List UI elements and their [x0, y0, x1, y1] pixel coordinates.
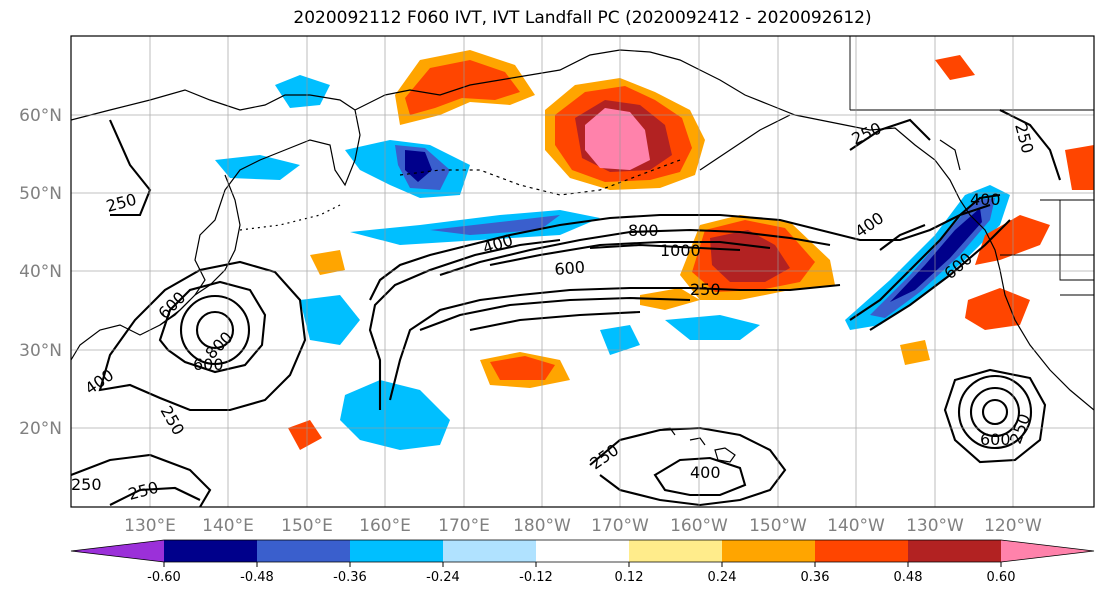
- colorbar-segment: [722, 540, 816, 562]
- negative-anomaly-hawaii: [665, 315, 760, 340]
- negative-anomaly-subtropic2: [300, 295, 360, 345]
- colorbar-tick-label: 0.24: [708, 570, 737, 585]
- colorbar-segment: [257, 540, 351, 562]
- lon-label: 160°E: [359, 516, 411, 536]
- lat-label-20n: 20°N: [19, 419, 62, 439]
- negative-anomaly-alaska: [275, 75, 330, 108]
- negative-anomaly-kamchatka-max: [405, 150, 432, 182]
- ivt-contours: [71, 109, 1061, 507]
- map-frame: [70, 35, 1095, 508]
- colorbar-segment: [908, 540, 1002, 562]
- colorbar-tick-label: -0.24: [426, 570, 460, 585]
- lon-label: 170°E: [438, 516, 490, 536]
- positive-anomaly-wpac: [288, 420, 322, 450]
- colorbar-tick-label: 0.48: [894, 570, 923, 585]
- contour-label: 600: [980, 430, 1011, 449]
- map-title: 2020092112 F060 IVT, IVT Landfall PC (20…: [293, 8, 872, 28]
- colorbar-segment: [443, 540, 537, 562]
- colorbar-tick-label: 0.12: [615, 570, 644, 585]
- positive-anomaly-california: [975, 215, 1050, 265]
- positive-anomaly-canada: [935, 55, 975, 80]
- colorbar: -0.60 -0.48 -0.36 -0.24 -0.12 0.12 0.24 0.36 0.4…: [70, 539, 1095, 585]
- contour-label: 250: [690, 280, 721, 299]
- lon-label: 180°W: [513, 516, 571, 536]
- contour-label: 1000: [660, 241, 701, 260]
- negative-anomaly-westcoast-max: [890, 208, 982, 302]
- lon-label: 140°W: [827, 516, 885, 536]
- lon-label: 130°W: [906, 516, 964, 536]
- contour-label: 250: [71, 475, 102, 494]
- latitude-labels: 60°N 50°N 40°N 30°N 20°N: [19, 106, 62, 439]
- colorbar-segment: [815, 540, 909, 562]
- positive-anomaly-wpac2: [310, 250, 345, 275]
- colorbar-tick-label: -0.48: [240, 570, 274, 585]
- positive-anomaly-east: [900, 340, 930, 365]
- negative-anomaly-aleutian-core: [430, 215, 560, 235]
- lon-label: 140°E: [202, 516, 254, 536]
- colorbar-extension-low: [71, 540, 164, 562]
- lon-label: 120°W: [984, 516, 1042, 536]
- colorbar-segment: [350, 540, 444, 562]
- lon-label: 130°E: [124, 516, 176, 536]
- colorbar-segment: [536, 540, 630, 562]
- political-borders: [849, 36, 1094, 296]
- colorbar-tick-label: 0.36: [801, 570, 830, 585]
- positive-anomaly-hawaii-north-core: [490, 356, 555, 380]
- contour-label: 800: [628, 221, 659, 240]
- positive-anomaly-baja: [965, 288, 1030, 330]
- positive-anomaly-gulf-max: [585, 108, 650, 170]
- longitude-labels: 130°E 140°E 150°E 160°E 170°E 180°W 170°…: [124, 516, 1042, 536]
- contour-label: 600: [193, 355, 224, 374]
- colorbar-tick-label: 0.60: [987, 570, 1016, 585]
- shaded-field: [215, 50, 1094, 450]
- negative-anomaly-subtropic: [340, 380, 450, 450]
- colorbar-segment: [629, 540, 723, 562]
- lon-label: 160°W: [670, 516, 728, 536]
- lon-label: 170°W: [591, 516, 649, 536]
- lat-label-60n: 60°N: [19, 106, 62, 126]
- colorbar-extension-high: [1001, 540, 1094, 562]
- map-layers: 250 250 400 600 800 1000 250 400 600 400…: [71, 36, 1094, 507]
- colorbar-tick-label: -0.12: [519, 570, 553, 585]
- contour-label: 400: [690, 463, 721, 482]
- lat-label-50n: 50°N: [19, 184, 62, 204]
- lat-label-40n: 40°N: [19, 262, 62, 282]
- lon-label: 150°E: [281, 516, 333, 536]
- colorbar-tick-label: -0.36: [333, 570, 367, 585]
- colorbar-tick-label: -0.60: [147, 570, 181, 585]
- graticule: [71, 36, 1094, 507]
- contour-label: 600: [554, 257, 586, 279]
- lon-label: 150°W: [749, 516, 807, 536]
- negative-anomaly-japan: [215, 155, 300, 180]
- colorbar-segment: [164, 540, 258, 562]
- contour-label: 400: [970, 190, 1001, 209]
- positive-anomaly-rockies: [1065, 145, 1094, 190]
- lat-label-30n: 30°N: [19, 341, 62, 361]
